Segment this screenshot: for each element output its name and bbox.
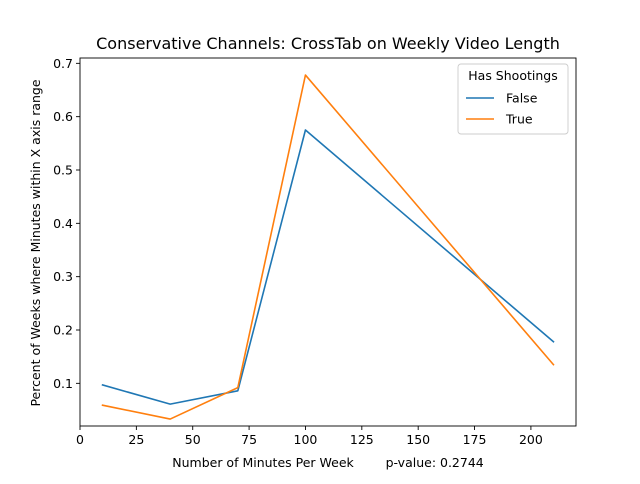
plot-area: 0 25 50 75 100 125 150 175 200 0.1 0.2 0.3 0.4 0.5 0.6… — [53, 56, 577, 447]
y-tick-label: 0.5 — [53, 163, 73, 178]
y-tick-label: 0.1 — [53, 376, 73, 391]
x-axis-label: Number of Minutes Per Week p-value: 0.27… — [172, 455, 484, 470]
x-tick-label: 75 — [241, 432, 257, 447]
y-tick-label: 0.6 — [53, 109, 73, 124]
x-tick-label: 125 — [350, 432, 374, 447]
series-line-false — [101, 129, 555, 405]
legend-label-false: False — [506, 91, 538, 106]
legend-label-true: True — [505, 112, 533, 127]
y-tick-label: 0.2 — [53, 323, 73, 338]
x-tick-label: 100 — [294, 432, 318, 447]
series-line-true — [101, 74, 555, 420]
x-tick-label: 0 — [76, 432, 84, 447]
x-tick-label: 150 — [406, 432, 430, 447]
x-tick-label: 175 — [463, 432, 487, 447]
axes-frame — [79, 57, 577, 427]
x-tick-label: 25 — [128, 432, 144, 447]
y-tick-label: 0.4 — [53, 216, 73, 231]
legend-title: Has Shootings — [468, 68, 557, 83]
chart-title: Conservative Channels: CrossTab on Weekl… — [96, 34, 560, 53]
legend: Has Shootings False True — [457, 63, 569, 135]
y-tick-label: 0.7 — [53, 56, 73, 71]
legend-box — [457, 63, 569, 135]
x-tick-label: 200 — [519, 432, 543, 447]
y-axis-label: Percent of Weeks where Minutes within X … — [28, 79, 43, 406]
x-tick-label: 50 — [185, 432, 201, 447]
y-tick-label: 0.3 — [53, 269, 73, 284]
